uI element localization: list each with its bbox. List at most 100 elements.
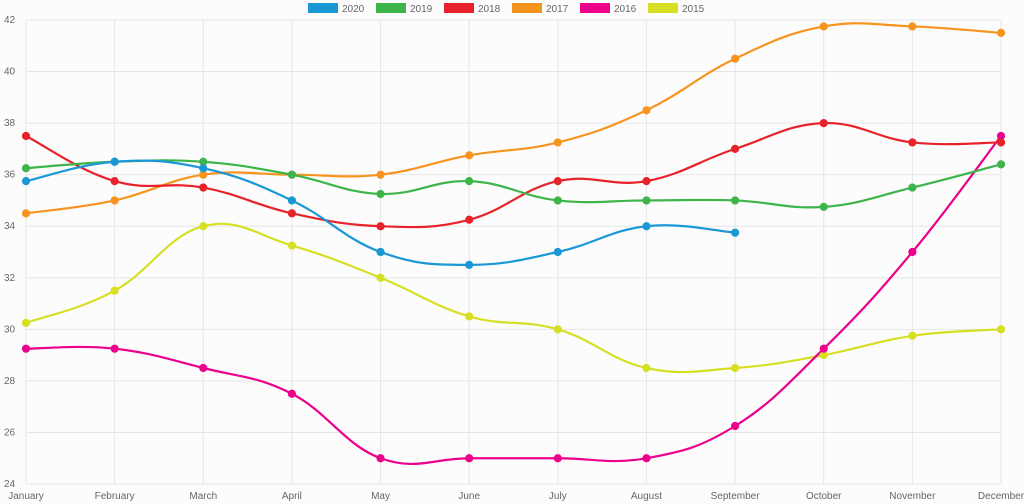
data-point-2018[interactable] bbox=[287, 209, 297, 218]
data-point-2015[interactable] bbox=[465, 312, 474, 321]
y-tick-label: 42 bbox=[4, 15, 16, 26]
data-point-2019[interactable] bbox=[553, 196, 562, 205]
data-point-2019[interactable] bbox=[730, 196, 740, 205]
data-point-2019[interactable] bbox=[21, 164, 31, 173]
data-point-2019[interactable] bbox=[996, 160, 1006, 169]
legend-swatch bbox=[444, 3, 474, 13]
legend-item-2015[interactable]: 2015 bbox=[648, 3, 705, 15]
data-point-2017[interactable] bbox=[996, 28, 1006, 37]
data-point-2015[interactable] bbox=[996, 325, 1006, 334]
legend-item-2016[interactable]: 2016 bbox=[580, 3, 637, 15]
data-point-2018[interactable] bbox=[819, 119, 828, 128]
x-tick-label: March bbox=[189, 491, 217, 502]
legend-item-2019[interactable]: 2019 bbox=[376, 3, 433, 15]
data-point-2017[interactable] bbox=[110, 196, 119, 205]
x-tick-label: May bbox=[371, 491, 390, 502]
data-point-2020[interactable] bbox=[21, 177, 31, 186]
data-point-2015[interactable] bbox=[908, 331, 917, 340]
legend-swatch bbox=[308, 3, 338, 13]
data-point-2020[interactable] bbox=[376, 247, 385, 257]
data-point-2020[interactable] bbox=[642, 222, 651, 231]
data-point-2019[interactable] bbox=[376, 189, 385, 199]
data-point-2015[interactable] bbox=[730, 363, 740, 373]
data-point-2019[interactable] bbox=[819, 202, 828, 211]
data-point-2015[interactable] bbox=[199, 222, 208, 231]
data-point-2016[interactable] bbox=[110, 344, 119, 353]
data-point-2018[interactable] bbox=[730, 144, 740, 153]
data-point-2016[interactable] bbox=[287, 389, 297, 398]
legend-label: 2018 bbox=[478, 4, 501, 15]
data-point-2016[interactable] bbox=[819, 344, 828, 353]
legend-item-2018[interactable]: 2018 bbox=[444, 3, 501, 15]
data-point-2015[interactable] bbox=[287, 241, 297, 250]
data-point-2020[interactable] bbox=[465, 260, 474, 269]
data-point-2019[interactable] bbox=[908, 183, 917, 192]
x-tick-label: December bbox=[978, 491, 1024, 502]
data-point-2018[interactable] bbox=[199, 183, 208, 192]
x-tick-label: February bbox=[95, 491, 135, 502]
x-tick-label: August bbox=[631, 491, 662, 502]
data-point-2016[interactable] bbox=[553, 454, 562, 463]
data-point-2016[interactable] bbox=[376, 454, 385, 463]
data-point-2018[interactable] bbox=[996, 138, 1006, 147]
legend-label: 2016 bbox=[614, 4, 637, 15]
data-point-2019[interactable] bbox=[642, 196, 651, 205]
data-point-2017[interactable] bbox=[642, 106, 651, 115]
data-point-2017[interactable] bbox=[21, 209, 31, 218]
data-point-2017[interactable] bbox=[465, 151, 474, 160]
data-point-2019[interactable] bbox=[287, 170, 297, 179]
data-point-2020[interactable] bbox=[287, 196, 297, 205]
data-point-2016[interactable] bbox=[465, 454, 474, 463]
x-tick-label: April bbox=[282, 491, 302, 502]
data-point-2016[interactable] bbox=[21, 344, 31, 353]
data-point-2018[interactable] bbox=[110, 177, 119, 186]
data-point-2016[interactable] bbox=[199, 363, 208, 373]
x-tick-label: September bbox=[711, 491, 761, 502]
data-point-2017[interactable] bbox=[819, 22, 828, 31]
data-point-2020[interactable] bbox=[110, 157, 119, 166]
data-point-2018[interactable] bbox=[642, 177, 651, 186]
series-points bbox=[21, 22, 1006, 463]
y-tick-label: 26 bbox=[4, 427, 16, 438]
grid bbox=[25, 19, 1002, 485]
axes: 24 26 28 30 32 34 36 38 40 42 January February March… bbox=[4, 15, 1024, 502]
data-point-2017[interactable] bbox=[553, 138, 562, 147]
data-point-2015[interactable] bbox=[642, 363, 651, 373]
data-point-2016[interactable] bbox=[642, 454, 651, 463]
x-tick-label: June bbox=[458, 491, 480, 502]
data-point-2018[interactable] bbox=[465, 215, 474, 224]
x-tick-label: October bbox=[806, 491, 842, 502]
data-point-2018[interactable] bbox=[21, 131, 31, 141]
data-point-2018[interactable] bbox=[553, 177, 562, 186]
data-point-2015[interactable] bbox=[21, 318, 31, 327]
series-line-2018 bbox=[25, 122, 1002, 229]
y-tick-label: 24 bbox=[4, 479, 16, 490]
data-point-2019[interactable] bbox=[465, 177, 474, 186]
data-point-2018[interactable] bbox=[376, 222, 385, 231]
legend[interactable]: 2020 2019 2018 2017 2016 2015 bbox=[308, 3, 705, 15]
data-point-2018[interactable] bbox=[908, 138, 917, 147]
legend-swatch bbox=[580, 3, 610, 13]
data-point-2020[interactable] bbox=[730, 228, 740, 237]
data-point-2015[interactable] bbox=[376, 273, 385, 282]
data-point-2015[interactable] bbox=[110, 286, 119, 295]
data-point-2016[interactable] bbox=[730, 421, 740, 431]
legend-item-2020[interactable]: 2020 bbox=[308, 3, 365, 15]
legend-label: 2019 bbox=[410, 4, 433, 15]
data-point-2017[interactable] bbox=[730, 54, 740, 63]
y-tick-label: 28 bbox=[4, 376, 16, 387]
data-point-2017[interactable] bbox=[376, 170, 385, 179]
series-line-2015 bbox=[25, 222, 1002, 374]
data-point-2020[interactable] bbox=[553, 247, 562, 257]
legend-item-2017[interactable]: 2017 bbox=[512, 3, 569, 15]
data-point-2015[interactable] bbox=[553, 325, 562, 334]
data-point-2020[interactable] bbox=[199, 164, 208, 173]
data-point-2017[interactable] bbox=[908, 22, 917, 31]
y-tick-label: 38 bbox=[4, 118, 16, 129]
series-line-2019 bbox=[25, 159, 1002, 209]
legend-swatch bbox=[376, 3, 406, 13]
y-tick-label: 40 bbox=[4, 67, 16, 78]
data-point-2016[interactable] bbox=[908, 247, 917, 257]
